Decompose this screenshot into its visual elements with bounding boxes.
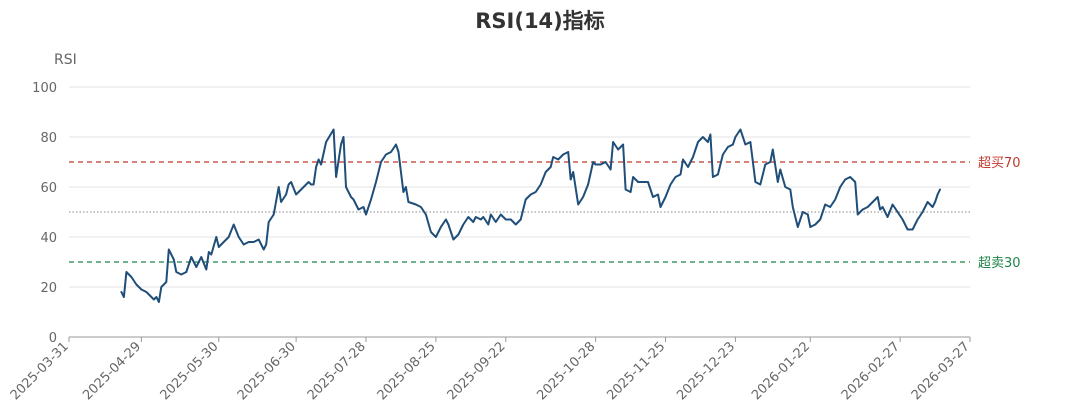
y-tick-label: 40	[40, 231, 57, 246]
x-tick-label: 2025-03-31	[8, 339, 72, 403]
y-tick-label: 0	[49, 331, 57, 346]
x-tick-label: 2025-06-30	[235, 339, 299, 403]
x-axis-ticks: 2025-03-31 2025-04-29 2025-05-30 2025-06-30…	[8, 337, 973, 403]
y-tick-label: 60	[40, 181, 57, 196]
rsi-series-line	[120, 128, 941, 303]
y-axis-label: RSI	[54, 52, 77, 68]
x-tick-label: 2025-07-28	[305, 339, 369, 403]
x-tick-label: 2025-10-28	[534, 339, 598, 403]
x-tick-label: 2026-02-27	[839, 339, 903, 403]
x-tick-label: 2026-03-27	[909, 339, 973, 403]
x-tick-label: 2025-12-23	[674, 339, 738, 403]
y-axis-ticks: 0 20 40 60 80 100	[32, 81, 57, 346]
grid-lines	[69, 86, 970, 338]
x-tick-label: 2025-09-22	[445, 339, 509, 403]
x-tick-label: 2025-04-29	[80, 339, 144, 403]
x-tick-label: 2025-05-30	[158, 339, 222, 403]
y-tick-label: 20	[40, 281, 57, 296]
reference-line-label: 超卖30	[978, 256, 1021, 271]
y-tick-label: 80	[40, 131, 57, 146]
reference-line-label: 超买70	[978, 156, 1021, 171]
y-tick-label: 100	[32, 81, 57, 96]
x-tick-label: 2025-08-25	[375, 339, 439, 403]
x-tick-label: 2025-11-25	[604, 339, 668, 403]
series-layer	[120, 128, 941, 303]
chart-title: RSI(14)指标	[475, 9, 605, 33]
x-tick-label: 2026-01-22	[749, 339, 813, 403]
reference-lines: 超买70 超卖30	[69, 156, 1021, 271]
